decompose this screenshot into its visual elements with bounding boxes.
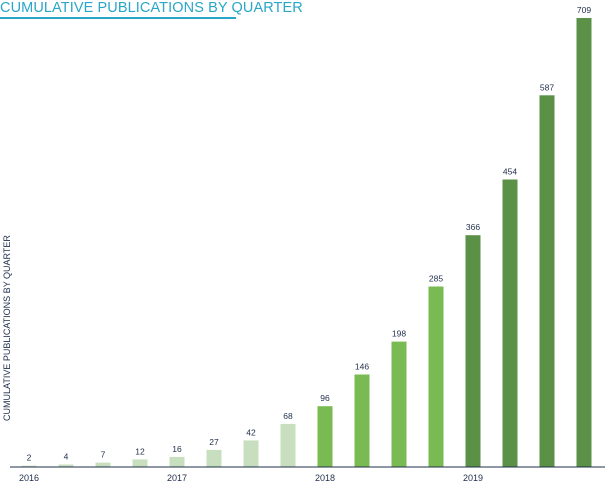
x-tick-label-2016: 2016 [19,473,39,483]
value-label: 16 [172,444,182,454]
value-label: 68 [283,411,293,421]
value-label: 4 [64,452,69,462]
bar-2018-q3 [280,423,296,467]
bar-2020-q1 [502,179,518,467]
value-label: 7 [101,450,106,460]
x-tick-label-2018: 2018 [315,473,335,483]
bar-2017-q4 [169,456,185,467]
bar-2019-q3 [428,286,444,467]
chart-title-block: CUMULATIVE PUBLICATIONS BY QUARTER [0,0,303,19]
bars-group [21,18,592,468]
bar-2019-q2 [391,341,407,467]
value-label: 146 [355,362,369,372]
bar-2019-q1 [354,374,370,467]
bar-2017-q1 [58,464,74,467]
value-label: 454 [503,167,517,177]
title-underline [0,17,236,19]
bar-2018-q1 [206,449,222,467]
value-label: 42 [246,427,256,437]
bar-2018-q2 [243,440,259,467]
value-label: 12 [135,446,145,456]
value-label: 27 [209,437,219,447]
y-axis-label: CUMULATIVE PUBLICATIONS BY QUARTER [2,235,12,421]
bar-2017-q3 [132,459,148,467]
bar-2020-q3 [576,18,592,467]
value-label: 709 [577,5,591,15]
value-label: 366 [466,222,480,232]
bar-2019-q4 [465,235,481,467]
bar-2016-q4 [21,465,37,467]
x-tick-label-2017: 2017 [167,473,187,483]
bar-2018-q4 [317,406,333,467]
value-label: 285 [429,274,443,284]
bar-2020-q2 [539,95,555,468]
year-ticks-group: 2016 2017 2018 2019 [19,473,483,483]
value-label: 198 [392,329,406,339]
value-labels-group: 2 4 7 12 16 27 42 68 96 146 198 285 366 454 587 709 [27,5,592,463]
value-label: 96 [320,393,330,403]
bar-2017-q2 [95,462,111,467]
x-tick-label-2019: 2019 [463,473,483,483]
value-label: 587 [540,82,554,92]
value-label: 2 [27,453,32,463]
chart-title: CUMULATIVE PUBLICATIONS BY QUARTER [0,0,303,16]
